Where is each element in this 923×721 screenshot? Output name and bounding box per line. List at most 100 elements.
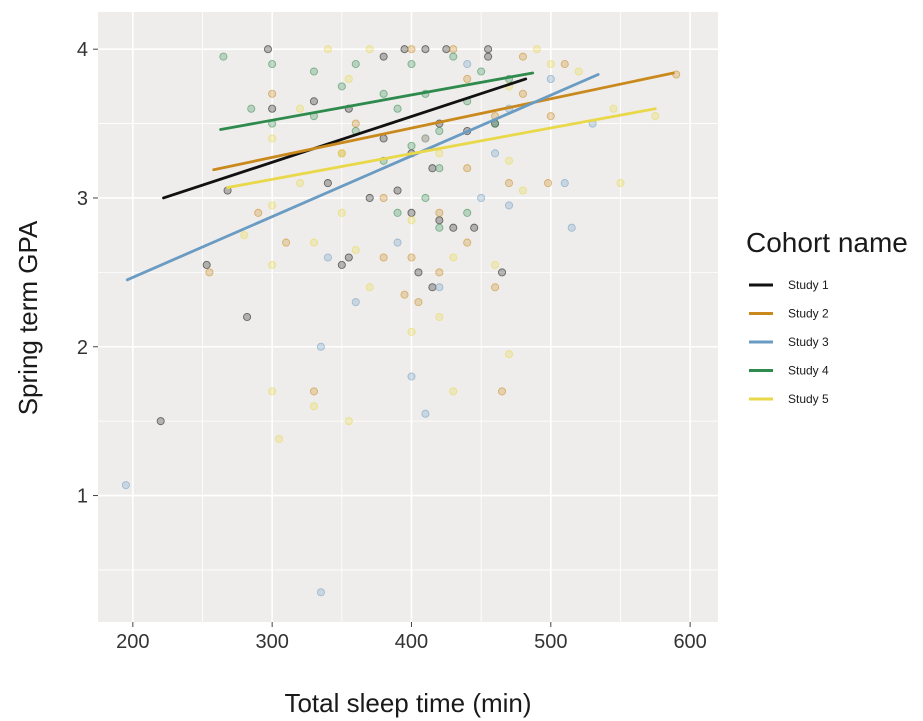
data-point (616, 179, 625, 188)
data-point (393, 208, 402, 217)
data-point (449, 253, 458, 262)
x-tick-label: 600 (673, 631, 706, 653)
x-tick-label: 400 (395, 631, 428, 653)
data-point (435, 268, 444, 277)
data-point (484, 45, 493, 54)
y-axis: 1 2 3 4 (77, 39, 98, 508)
data-point (497, 387, 507, 396)
fit-lines (125, 71, 675, 282)
data-point (651, 112, 660, 121)
x-axis: 200 300 400 500 600 (116, 622, 707, 653)
data-point (428, 164, 437, 173)
data-point (491, 149, 500, 158)
fit-line (125, 73, 600, 282)
data-point (463, 60, 472, 69)
data-point (407, 141, 416, 150)
data-point (268, 387, 277, 396)
data-point (421, 45, 430, 54)
data-point (351, 245, 360, 255)
data-point (268, 134, 277, 143)
data-point (449, 223, 458, 232)
data-point (435, 149, 444, 158)
data-point (463, 238, 472, 247)
data-point (351, 60, 360, 69)
data-point (407, 60, 416, 69)
data-point (435, 164, 444, 173)
data-point (121, 481, 130, 490)
data-point (240, 231, 249, 240)
data-point (518, 89, 527, 98)
data-point (609, 104, 618, 113)
data-point (421, 409, 430, 418)
data-point (435, 216, 444, 225)
data-point (421, 134, 430, 143)
y-tick-label: 4 (77, 39, 88, 61)
data-point (414, 298, 423, 307)
data-point (435, 223, 444, 232)
x-tick-label: 200 (116, 631, 149, 653)
data-point (449, 52, 458, 61)
data-point (295, 179, 305, 188)
legend-label: Study 2 (788, 307, 829, 321)
data-point (351, 298, 360, 307)
data-point (263, 45, 273, 54)
data-point (337, 208, 346, 217)
data-point (309, 238, 319, 247)
data-point (344, 417, 353, 426)
data-point (546, 60, 555, 69)
data-point (407, 327, 416, 336)
data-point (491, 260, 500, 269)
data-point (205, 268, 214, 277)
data-point (351, 119, 360, 128)
data-point (567, 223, 576, 232)
data-point (428, 283, 437, 292)
data-point (379, 89, 388, 98)
data-point (379, 134, 388, 143)
data-point (365, 45, 374, 54)
data-point (282, 238, 291, 247)
data-point (407, 216, 416, 225)
legend-label: Study 4 (788, 364, 829, 378)
data-point (393, 186, 402, 195)
data-point (504, 156, 514, 165)
legend: Cohort name Study 1 Study 2 Study 3 Study 4… (746, 227, 908, 406)
data-point (309, 402, 319, 411)
data-point (477, 67, 486, 76)
data-point (309, 67, 319, 76)
data-point (337, 149, 346, 158)
y-tick-label: 2 (77, 337, 88, 359)
data-point (268, 60, 277, 69)
data-point (518, 52, 527, 61)
data-point (463, 164, 472, 173)
y-tick-label: 1 (77, 486, 88, 508)
data-point (275, 434, 284, 444)
x-tick-label: 300 (255, 631, 288, 653)
data-point (316, 342, 325, 351)
data-point (400, 290, 409, 299)
data-point (518, 186, 527, 195)
data-point (344, 74, 353, 84)
data-point (268, 89, 277, 98)
data-point (337, 82, 346, 91)
data-point (504, 201, 514, 210)
data-point (560, 179, 569, 188)
fit-line (226, 107, 657, 189)
legend-label: Study 3 (788, 335, 829, 349)
x-tick-label: 500 (534, 631, 567, 653)
y-axis-title: Spring term GPA (13, 220, 43, 415)
data-point (268, 104, 277, 113)
data-point (449, 387, 458, 396)
data-point (344, 253, 353, 262)
data-point (574, 67, 583, 76)
data-point (560, 60, 569, 69)
data-point (543, 179, 553, 188)
data-point (365, 283, 374, 292)
data-point (407, 45, 416, 54)
data-point (400, 45, 409, 54)
y-tick-label: 3 (77, 188, 88, 210)
data-point (202, 260, 211, 269)
data-point (477, 193, 486, 203)
data-point (546, 112, 555, 121)
data-point (295, 104, 305, 113)
